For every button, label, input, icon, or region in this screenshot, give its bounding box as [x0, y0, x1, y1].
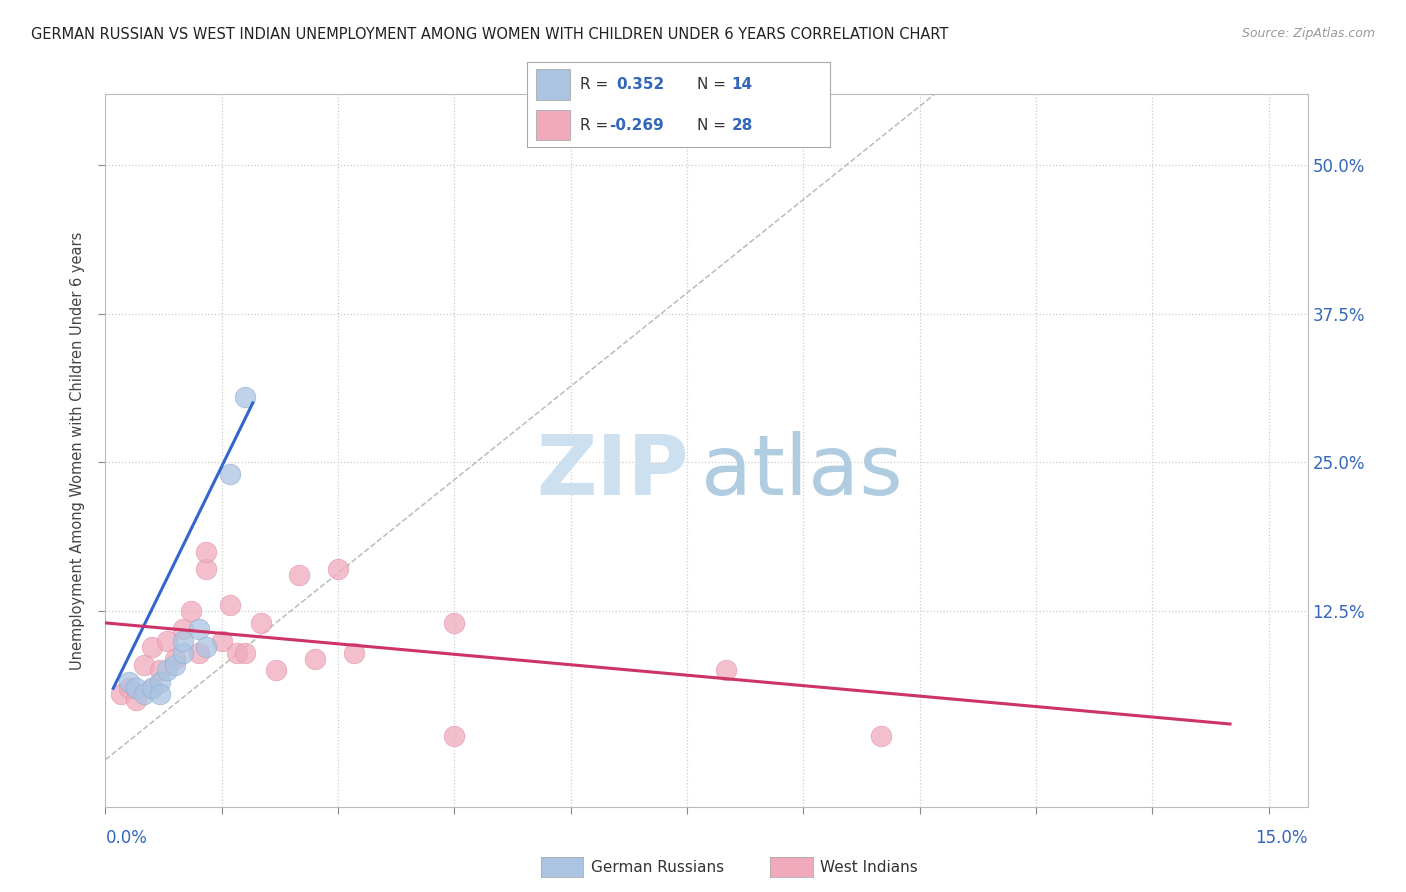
Text: German Russians: German Russians — [591, 860, 724, 874]
Point — [125, 681, 148, 696]
Text: N =: N = — [696, 118, 725, 133]
Y-axis label: Unemployment Among Women with Children Under 6 years: Unemployment Among Women with Children U… — [70, 231, 86, 670]
Text: -0.269: -0.269 — [609, 118, 664, 133]
Point — [180, 604, 202, 618]
Point — [165, 657, 187, 672]
Point — [343, 646, 366, 660]
Point — [149, 664, 172, 678]
Point — [211, 633, 233, 648]
Point — [443, 729, 465, 743]
Point — [141, 640, 163, 654]
Point — [714, 664, 737, 678]
Bar — [536, 110, 569, 140]
Point — [134, 657, 156, 672]
Point — [326, 562, 349, 576]
Point — [172, 646, 194, 660]
Bar — [536, 70, 569, 100]
Point — [187, 622, 209, 636]
Point — [118, 681, 141, 696]
Text: N =: N = — [696, 77, 725, 92]
Text: 15.0%: 15.0% — [1256, 830, 1308, 847]
Point — [443, 615, 465, 630]
Point — [233, 390, 256, 404]
Point — [134, 687, 156, 701]
Text: 14: 14 — [731, 77, 752, 92]
Point — [125, 693, 148, 707]
Point — [187, 646, 209, 660]
Text: atlas: atlas — [700, 432, 903, 512]
Point — [165, 651, 187, 665]
Point — [141, 681, 163, 696]
Point — [156, 633, 179, 648]
Text: West Indians: West Indians — [820, 860, 918, 874]
Point — [264, 664, 287, 678]
Text: R =: R = — [581, 118, 609, 133]
Point — [233, 646, 256, 660]
Point — [149, 675, 172, 690]
Point — [195, 562, 218, 576]
Text: GERMAN RUSSIAN VS WEST INDIAN UNEMPLOYMENT AMONG WOMEN WITH CHILDREN UNDER 6 YEA: GERMAN RUSSIAN VS WEST INDIAN UNEMPLOYME… — [31, 27, 948, 42]
Point — [304, 651, 326, 665]
Point — [226, 646, 249, 660]
Text: 0.0%: 0.0% — [105, 830, 148, 847]
Point — [110, 687, 132, 701]
Point — [249, 615, 271, 630]
Point — [195, 640, 218, 654]
Point — [218, 467, 240, 482]
Point — [172, 622, 194, 636]
Text: ZIP: ZIP — [536, 432, 689, 512]
Text: Source: ZipAtlas.com: Source: ZipAtlas.com — [1241, 27, 1375, 40]
Point — [218, 598, 240, 612]
Text: 0.352: 0.352 — [616, 77, 665, 92]
Point — [141, 681, 163, 696]
Point — [172, 633, 194, 648]
Point — [149, 687, 172, 701]
Text: R =: R = — [581, 77, 609, 92]
Point — [118, 675, 141, 690]
Point — [156, 664, 179, 678]
Point — [288, 568, 311, 582]
Point — [195, 544, 218, 558]
Text: 28: 28 — [731, 118, 752, 133]
Point — [870, 729, 893, 743]
